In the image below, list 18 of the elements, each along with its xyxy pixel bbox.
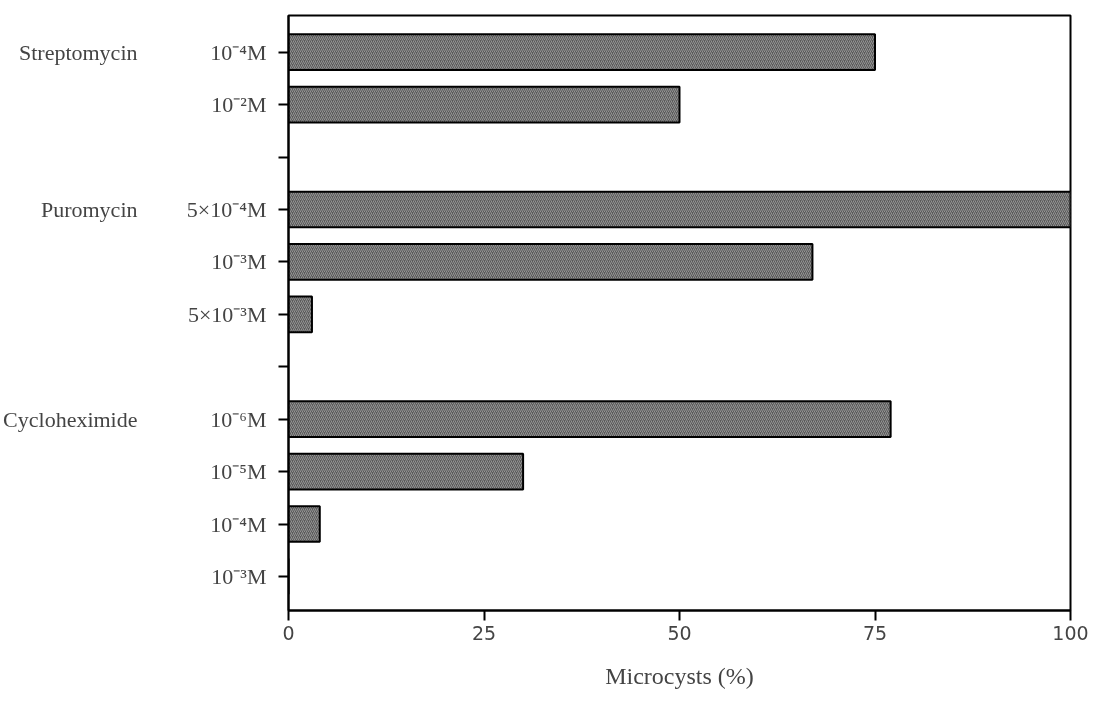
text: Puromycin [40,196,138,222]
y-tick-label: 10⁻⁴M [210,39,267,65]
x-tick-label: 50 [667,621,692,644]
text: Streptomycin [18,39,138,65]
y-tick-label: 10⁻³M [211,249,267,275]
y-tick-label: 5×10⁻³M [187,301,267,327]
y-tick-label: 10⁻⁵M [210,459,267,485]
x-tick-label: 25 [471,621,497,644]
y-tick-label: 10⁻³M [211,563,267,589]
x-tick-label: 75 [862,621,888,644]
y-tick-label: 10⁻⁴M [210,511,267,537]
text: Cycloheximide [3,406,138,432]
x-tick-label: 0 [282,621,295,644]
y-tick-label: 10⁻⁶M [210,406,267,432]
x-axis-title: Microcysts (%) [605,662,754,689]
y-tick-label: 5×10⁻⁴M [186,196,267,222]
y-tick-label: 10⁻²M [211,92,267,118]
x-tick-label: 100 [1052,621,1089,644]
